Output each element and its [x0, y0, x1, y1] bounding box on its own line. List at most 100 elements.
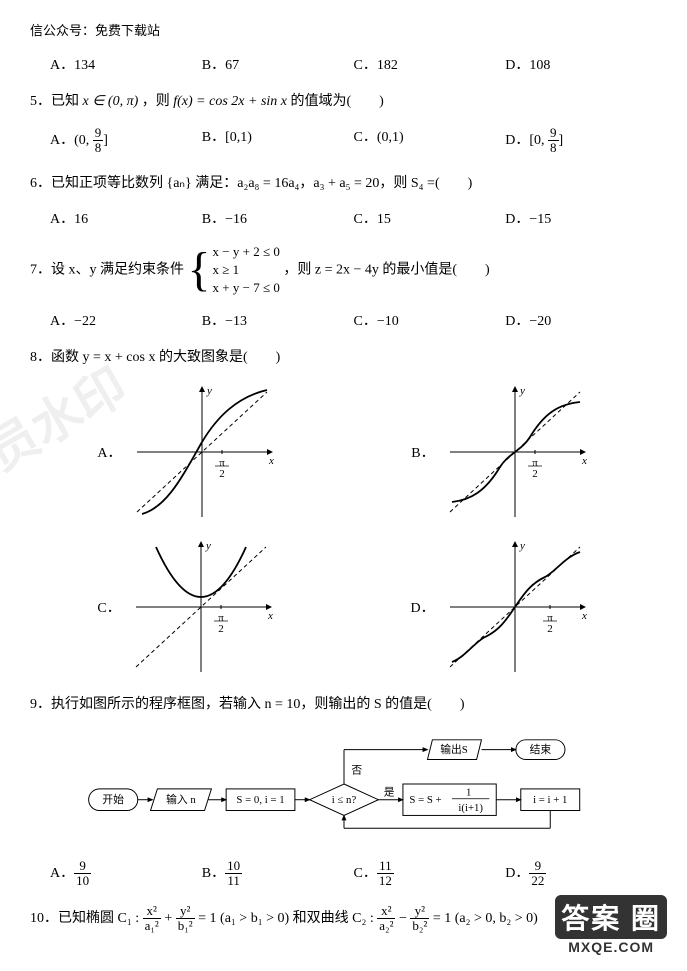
q4-opt-d: D．108 — [505, 54, 657, 74]
q4-opt-b: B．67 — [202, 54, 354, 74]
q9-text: 9．执行如图所示的程序框图，若输入 n = 10，则输出的 S 的值是( ) — [30, 692, 657, 717]
page-header: 信公众号：免费下载站 — [30, 20, 657, 39]
q7-opt-a: A．−22 — [50, 310, 202, 330]
q9-c-n: 11 — [377, 859, 394, 874]
q6-opt-c: C．15 — [354, 208, 506, 228]
q9-c-pre: C． — [354, 866, 377, 881]
svg-text:结束: 结束 — [529, 743, 551, 756]
q5-d-pre: D．[0, — [505, 133, 548, 148]
q9-flowchart-wrap: 输出S 结束 开始 输入 n S = 0, i = 1 i ≤ n? S = S… — [30, 729, 657, 844]
q6-opt-d: D．−15 — [505, 208, 657, 228]
q5-a-num: 9 — [93, 126, 104, 141]
q8-row1: A． x y π 2 B． x y π 2 — [30, 382, 657, 522]
q7-post: ，则 z = 2x − 4y 的最小值是( ) — [283, 262, 489, 277]
q5-opt-d: D．[0, 98] — [505, 126, 657, 156]
q7-opt-b: B．−13 — [202, 310, 354, 330]
q10-e1xd: a₁² — [143, 919, 161, 933]
q9-opt-d: D．922 — [505, 859, 657, 889]
svg-text:2: 2 — [532, 468, 538, 480]
q10-plus: + — [164, 911, 175, 926]
q7-opt-d: D．−20 — [505, 310, 657, 330]
svg-text:是: 是 — [383, 785, 394, 798]
q10-e1xn: x² — [143, 904, 161, 919]
q7-options: A．−22 B．−13 C．−10 D．−20 — [50, 310, 657, 330]
q8-label-b: B． — [411, 442, 434, 462]
q9-a-n: 9 — [74, 859, 91, 874]
svg-text:输入 n: 输入 n — [166, 792, 196, 806]
q9-d-n: 9 — [529, 859, 546, 874]
svg-text:x: x — [581, 610, 587, 622]
q10-e2yn: y² — [410, 904, 429, 919]
svg-text:y: y — [205, 540, 211, 552]
svg-text:y: y — [206, 385, 212, 397]
q9-a-d: 10 — [74, 874, 91, 888]
q10-e2yd: b₂² — [410, 919, 429, 933]
q5-options: A．(0, 98] B．[0,1) C．(0,1) D．[0, 98] — [50, 126, 657, 156]
q5-d-den: 8 — [548, 141, 559, 155]
corner-logo: 答案 圈 MXQE.COM — [555, 895, 667, 955]
svg-text:x: x — [268, 455, 274, 467]
corner-big: 答案 圈 — [555, 895, 667, 939]
q5-pre: 5．已知 — [30, 94, 83, 109]
q9-opt-a: A．910 — [50, 859, 202, 889]
q5-mid: ，则 — [142, 94, 174, 109]
q9-a-pre: A． — [50, 866, 74, 881]
q9-options: A．910 B．1011 C．1112 D．922 — [50, 859, 657, 889]
q9-opt-b: B．1011 — [202, 859, 354, 889]
svg-text:y: y — [519, 385, 525, 397]
q10-e2xd: a₂² — [377, 919, 395, 933]
q10-mid2: = 1 (a₂ > 0, b₂ > 0) — [433, 911, 538, 926]
q7-c1: x − y + 2 ≤ 0 — [213, 243, 280, 261]
svg-text:x: x — [581, 455, 587, 467]
q8-label-c: C． — [97, 597, 120, 617]
q7-opt-c: C．−10 — [354, 310, 506, 330]
svg-text:2: 2 — [218, 623, 224, 635]
brace-icon: { — [188, 246, 211, 294]
q7-c2: x ≥ 1 — [213, 261, 280, 279]
q8-graph-b: x y π 2 — [440, 382, 590, 522]
q10-e1yn: y² — [176, 904, 195, 919]
q9-b-pre: B． — [202, 866, 225, 881]
q10-minus: − — [399, 911, 410, 926]
q7-text: 7．设 x、y 满足约束条件 { x − y + 2 ≤ 0 x ≥ 1 x +… — [30, 243, 657, 298]
svg-text:x: x — [267, 610, 273, 622]
svg-text:开始: 开始 — [102, 792, 124, 806]
q5-a-pre: A．(0, — [50, 133, 93, 148]
q9-d-d: 22 — [529, 874, 546, 888]
svg-text:2: 2 — [219, 468, 225, 480]
q4-opt-c: C．182 — [354, 54, 506, 74]
q4-opt-a: A．134 — [50, 54, 202, 74]
q5-text: 5．已知 x ∈ (0, π) ，则 f(x) = cos 2x + sin x… — [30, 89, 657, 114]
svg-text:2: 2 — [547, 623, 553, 635]
q8-row2: C． x y π 2 D． x y π 2 — [30, 537, 657, 677]
q5-d-post: ] — [559, 133, 564, 148]
svg-text:i = i + 1: i = i + 1 — [533, 794, 567, 806]
q5-a-den: 8 — [93, 141, 104, 155]
svg-text:y: y — [519, 540, 525, 552]
q8-graph-a: x y π 2 — [127, 382, 277, 522]
svg-text:1: 1 — [466, 786, 471, 798]
q5-expr2: f(x) = cos 2x + sin x — [173, 94, 287, 109]
q9-c-d: 12 — [377, 874, 394, 888]
q8-label-d: D． — [410, 597, 434, 617]
q10-e2xn: x² — [377, 904, 395, 919]
svg-text:i(i+1): i(i+1) — [458, 802, 483, 814]
q10-pre: 10．已知椭圆 C₁ : — [30, 911, 143, 926]
q6-options: A．16 B．−16 C．15 D．−15 — [50, 208, 657, 228]
q5-expr1: x ∈ (0, π) — [83, 94, 139, 109]
q5-opt-c: C．(0,1) — [354, 126, 506, 156]
svg-text:S = S +: S = S + — [409, 794, 441, 806]
q10-mid1: = 1 (a₁ > b₁ > 0) 和双曲线 C₂ : — [198, 911, 377, 926]
q8-label-a: A． — [97, 442, 121, 462]
q9-b-d: 11 — [225, 874, 242, 888]
q9-d-pre: D． — [505, 866, 529, 881]
svg-text:输出S: 输出S — [440, 742, 468, 756]
q8-graph-d: x y π 2 — [440, 537, 590, 677]
q5-opt-a: A．(0, 98] — [50, 126, 202, 156]
q9-opt-c: C．1112 — [354, 859, 506, 889]
q8-text: 8．函数 y = x + cos x 的大致图象是( ) — [30, 345, 657, 370]
svg-text:否: 否 — [351, 765, 362, 777]
svg-text:S = 0, i = 1: S = 0, i = 1 — [236, 794, 284, 806]
q5-d-num: 9 — [548, 126, 559, 141]
q9-flowchart: 输出S 结束 开始 输入 n S = 0, i = 1 i ≤ n? S = S… — [69, 729, 619, 839]
